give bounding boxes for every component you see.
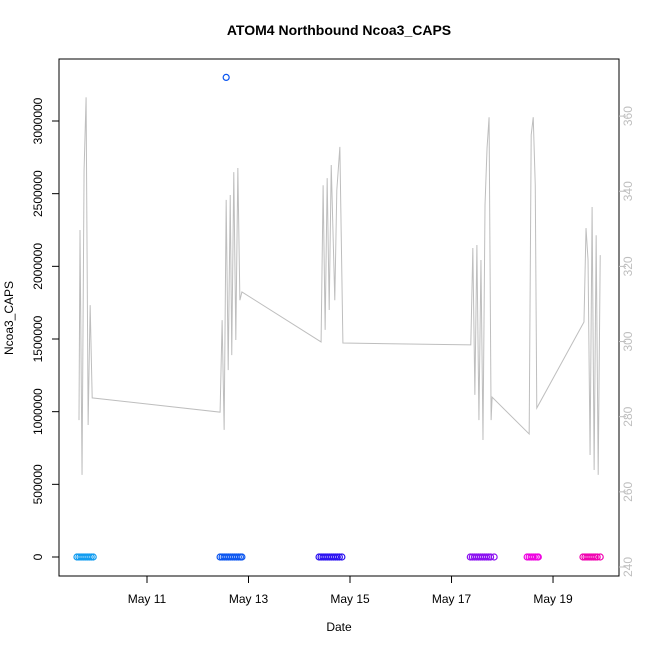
point [222,73,230,81]
point [589,553,597,561]
y2-tick-label: 300 [621,331,635,351]
point [531,553,539,561]
point [593,553,601,561]
y-tick-label: 1000000 [31,388,45,435]
y2-tick-label: 260 [621,482,635,502]
point [85,553,93,561]
x-tick-label: May 17 [432,592,472,606]
y-tick-label: 500000 [31,464,45,504]
y2-tick-label: 320 [621,256,635,276]
y-tick-label: 1500000 [31,315,45,362]
point [486,553,495,561]
point [591,553,599,561]
x-tick-label: May 11 [128,592,167,606]
y-tick-label: 0 [31,553,45,560]
point [338,553,346,561]
y2-tick-label: 340 [621,181,635,201]
plot-frame [58,58,620,577]
x-tick-label: May 15 [330,592,370,606]
point [89,553,97,561]
point [333,553,341,561]
x-axis-label: Date [326,620,352,634]
point [335,553,343,561]
y2-tick-label: 360 [621,106,635,126]
y-tick-label: 3000000 [31,97,45,144]
y-tick-label: 2000000 [31,243,45,290]
point [596,553,604,561]
x-tick-label: May 19 [533,592,573,606]
y2-tick-label: 240 [621,557,635,577]
y-axis-label: Ncoa3_CAPS [2,281,16,355]
point [490,553,498,561]
y-tick-label: 2500000 [31,170,45,217]
point [238,553,246,561]
point [234,553,242,561]
x-tick-label: May 13 [229,592,269,606]
y2-tick-label: 280 [621,406,635,426]
line [78,97,601,475]
point [529,553,537,561]
point [87,553,95,561]
point [534,553,542,561]
point [482,553,491,561]
chart-title: ATOM4 Northbound Ncoa3_CAPS [227,22,451,38]
